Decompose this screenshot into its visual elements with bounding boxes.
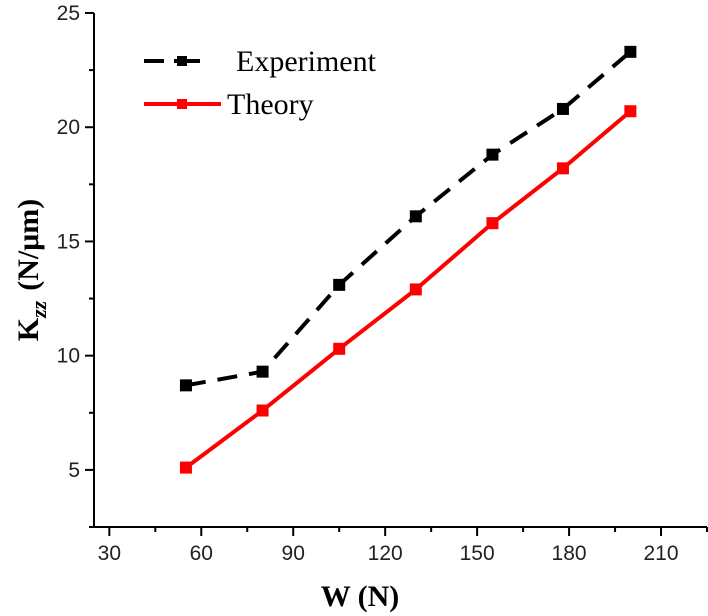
data-point-theory	[333, 342, 346, 355]
y-tick-label: 5	[68, 459, 80, 482]
data-point-experiment	[486, 148, 499, 161]
legend-marker-experiment	[177, 56, 187, 66]
legend-item-theory: Theory	[144, 88, 314, 121]
data-point-experiment	[179, 379, 192, 392]
y-axis-title-units: (N/μm)	[12, 199, 45, 291]
data-point-theory	[556, 162, 569, 175]
series-layer	[179, 45, 637, 474]
ticks: 30 60 90 120 150 180 210 5 10 15 20 25	[57, 2, 708, 565]
x-tick-label: 150	[460, 542, 495, 565]
x-tick-label: 180	[552, 542, 587, 565]
x-tick-label: 90	[282, 542, 305, 565]
data-point-theory	[486, 217, 499, 230]
x-axis-title: W (N)	[321, 580, 400, 613]
x-tick-label: 120	[368, 542, 403, 565]
y-axis-title-subscript: zz	[26, 300, 51, 319]
legend-marker-theory	[177, 99, 187, 109]
legend-label-theory: Theory	[227, 88, 314, 121]
data-point-theory	[256, 404, 269, 417]
data-point-experiment	[556, 102, 569, 115]
series-theory	[179, 105, 637, 474]
data-point-theory	[179, 461, 192, 474]
x-tick-label: 30	[98, 542, 121, 565]
data-point-experiment	[409, 210, 422, 223]
data-point-theory	[624, 105, 637, 118]
y-tick-label: 15	[57, 230, 80, 253]
series-experiment	[179, 45, 637, 392]
x-tick-label: 60	[190, 542, 213, 565]
data-point-theory	[409, 283, 422, 296]
y-axis-title-main: K	[12, 317, 45, 341]
legend-item-experiment: Experiment	[144, 45, 377, 78]
y-tick-label: 25	[57, 2, 80, 25]
legend: Experiment Theory	[144, 45, 377, 121]
data-point-experiment	[256, 365, 269, 378]
data-point-experiment	[624, 45, 637, 58]
legend-label-experiment: Experiment	[236, 45, 377, 78]
x-tick-label: 210	[644, 542, 679, 565]
y-tick-label: 20	[57, 116, 80, 139]
y-tick-label: 10	[57, 345, 80, 368]
data-point-experiment	[333, 278, 346, 291]
axes	[93, 13, 707, 528]
y-axis-title: Kzz (N/μm)	[12, 199, 51, 341]
